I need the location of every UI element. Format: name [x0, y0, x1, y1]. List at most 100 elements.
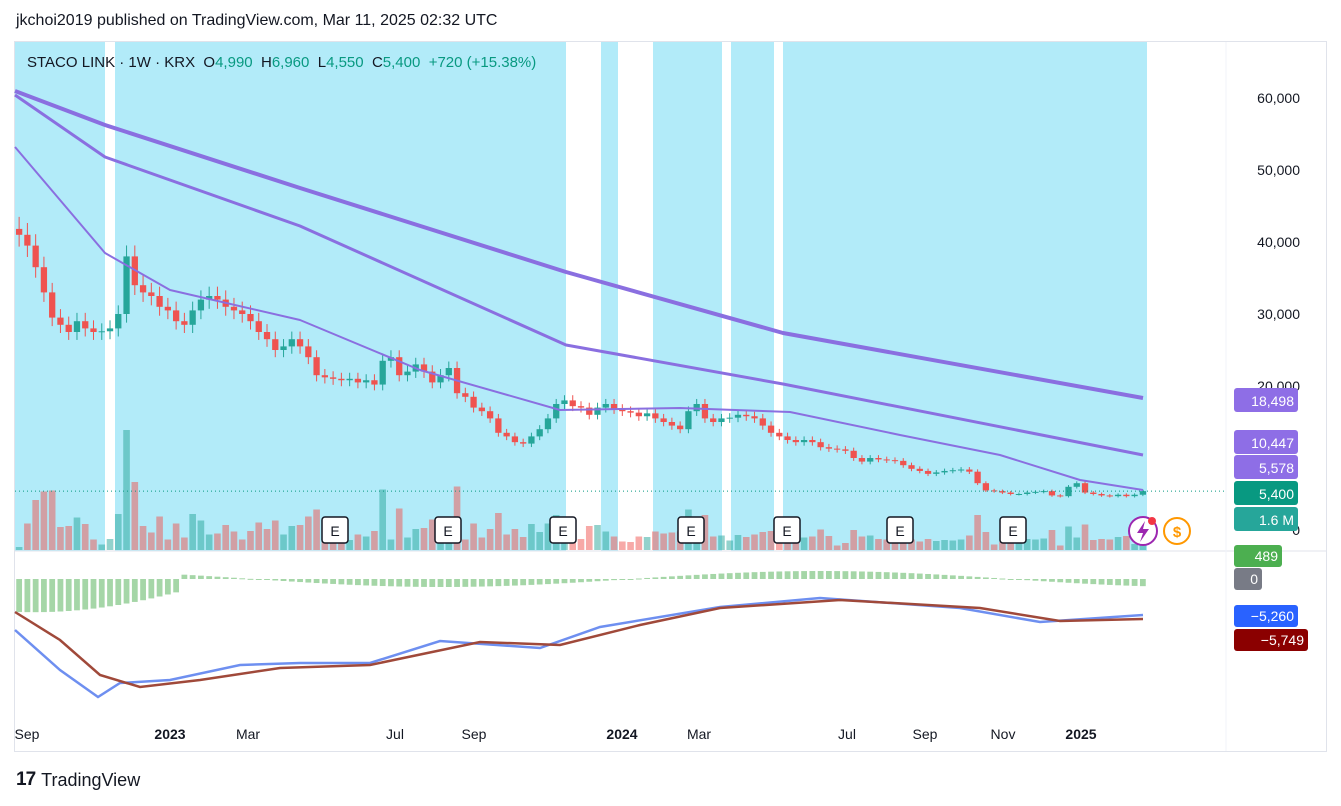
candle-body [189, 310, 196, 325]
volume-bar [172, 523, 180, 550]
macd-histogram-bar [280, 579, 287, 582]
candle-body [486, 411, 494, 419]
macd-histogram-bar [313, 579, 320, 584]
macd-histogram-bar [214, 576, 221, 579]
macd-histogram-bar [743, 572, 750, 579]
macd-histogram-bar [421, 579, 427, 587]
volume-bar [1023, 539, 1031, 550]
macd-histogram-bar [520, 579, 527, 586]
candle-body [82, 321, 89, 329]
volume-bar [321, 541, 329, 550]
candle-body [338, 378, 345, 381]
macd-histogram-bar [98, 579, 105, 608]
candle-body [24, 234, 31, 246]
candle-body [900, 460, 907, 466]
chart-frame[interactable] [14, 41, 1327, 752]
macd-histogram [16, 571, 1146, 613]
candle-body [1090, 492, 1097, 494]
macd-histogram-bar [726, 573, 733, 579]
footer-brand[interactable]: 17 TradingView [16, 769, 140, 791]
candle-body [643, 413, 651, 417]
macd-histogram-bar [784, 571, 791, 579]
candle-body [164, 306, 172, 311]
macd-histogram-bar [90, 579, 97, 609]
macd-histogram-bar [842, 571, 849, 579]
volume-bar [470, 523, 477, 550]
macd-histogram-bar [115, 579, 122, 605]
earnings-marker-box [549, 516, 577, 544]
volume-bar [15, 547, 23, 550]
candle-body [933, 472, 940, 474]
volume-bar [1015, 543, 1023, 550]
volume-bar [528, 524, 535, 550]
macd-badge-label: −5,749 [1261, 632, 1304, 648]
candle-body [635, 412, 642, 417]
candle-body [569, 400, 576, 407]
notification-dot-icon [1148, 517, 1156, 525]
volume-bar [809, 536, 816, 550]
macd-histogram-bar [412, 579, 419, 587]
volume-bar [1065, 526, 1072, 550]
volume-bar [230, 531, 238, 550]
volume-bar [908, 539, 915, 550]
volume-bar [759, 532, 767, 550]
macd-histogram-bar [941, 574, 948, 579]
earnings-marker: E [773, 516, 801, 544]
macd-badge-box [1234, 629, 1308, 651]
candle-body [172, 310, 180, 322]
macd-histogram-bar [627, 579, 634, 580]
candle-body [255, 321, 262, 332]
macd-histogram-bar [668, 576, 675, 579]
candle-body [15, 228, 23, 235]
macd-histogram-bar [123, 579, 130, 604]
volume-bar [742, 537, 750, 550]
candle-body [825, 447, 833, 449]
candle-body [809, 440, 816, 443]
macd-histogram-bar [222, 577, 229, 579]
volume-bar [478, 537, 486, 550]
macd-histogram-bar [379, 579, 386, 587]
candle-body [858, 458, 866, 462]
candle-body [1114, 494, 1122, 497]
volume-bar [544, 523, 552, 550]
volume-bar [280, 534, 287, 550]
volume-bar [726, 540, 734, 550]
price-badge-box [1234, 388, 1298, 412]
candle-body [660, 418, 667, 422]
highlight-band [115, 42, 566, 551]
candle-body [875, 458, 882, 460]
candle-body [718, 418, 725, 422]
volume-bar [486, 529, 494, 550]
macd-histogram-bar [834, 571, 841, 579]
macd-histogram-bar [512, 579, 518, 586]
macd-badge: −5,749 [1234, 629, 1308, 651]
macd-histogram-bar [586, 579, 593, 582]
candle-body [363, 380, 370, 383]
volume-bar [354, 534, 362, 550]
macd-histogram-bar [1123, 579, 1130, 586]
volume-bar [1131, 544, 1138, 550]
candle-body [792, 440, 799, 443]
dividend-icon [1163, 517, 1191, 545]
macd-histogram-bar [925, 573, 931, 579]
macd-histogram-bar [272, 579, 279, 581]
earnings-marker-label: E [443, 523, 452, 539]
macd-histogram-bar [131, 579, 138, 602]
earnings-marker-label: E [782, 523, 791, 539]
volume-bar [949, 540, 957, 550]
macd-histogram-bar [1016, 579, 1022, 580]
candle-body [123, 256, 130, 314]
x-tick-label: 2025 [1065, 726, 1096, 742]
candle-body [470, 396, 477, 408]
volume-bar [164, 539, 172, 550]
volume-bar [420, 528, 428, 550]
macd-badges: 489 0 −5,260 −5,749 [1234, 545, 1308, 651]
volume-bar [932, 541, 940, 550]
macd-histogram-bar [933, 574, 940, 579]
volume-bar [718, 535, 725, 550]
highlight-bands [15, 42, 1147, 551]
candle-body [908, 465, 915, 469]
volume-bar [875, 539, 882, 550]
volume-bar [602, 531, 610, 550]
